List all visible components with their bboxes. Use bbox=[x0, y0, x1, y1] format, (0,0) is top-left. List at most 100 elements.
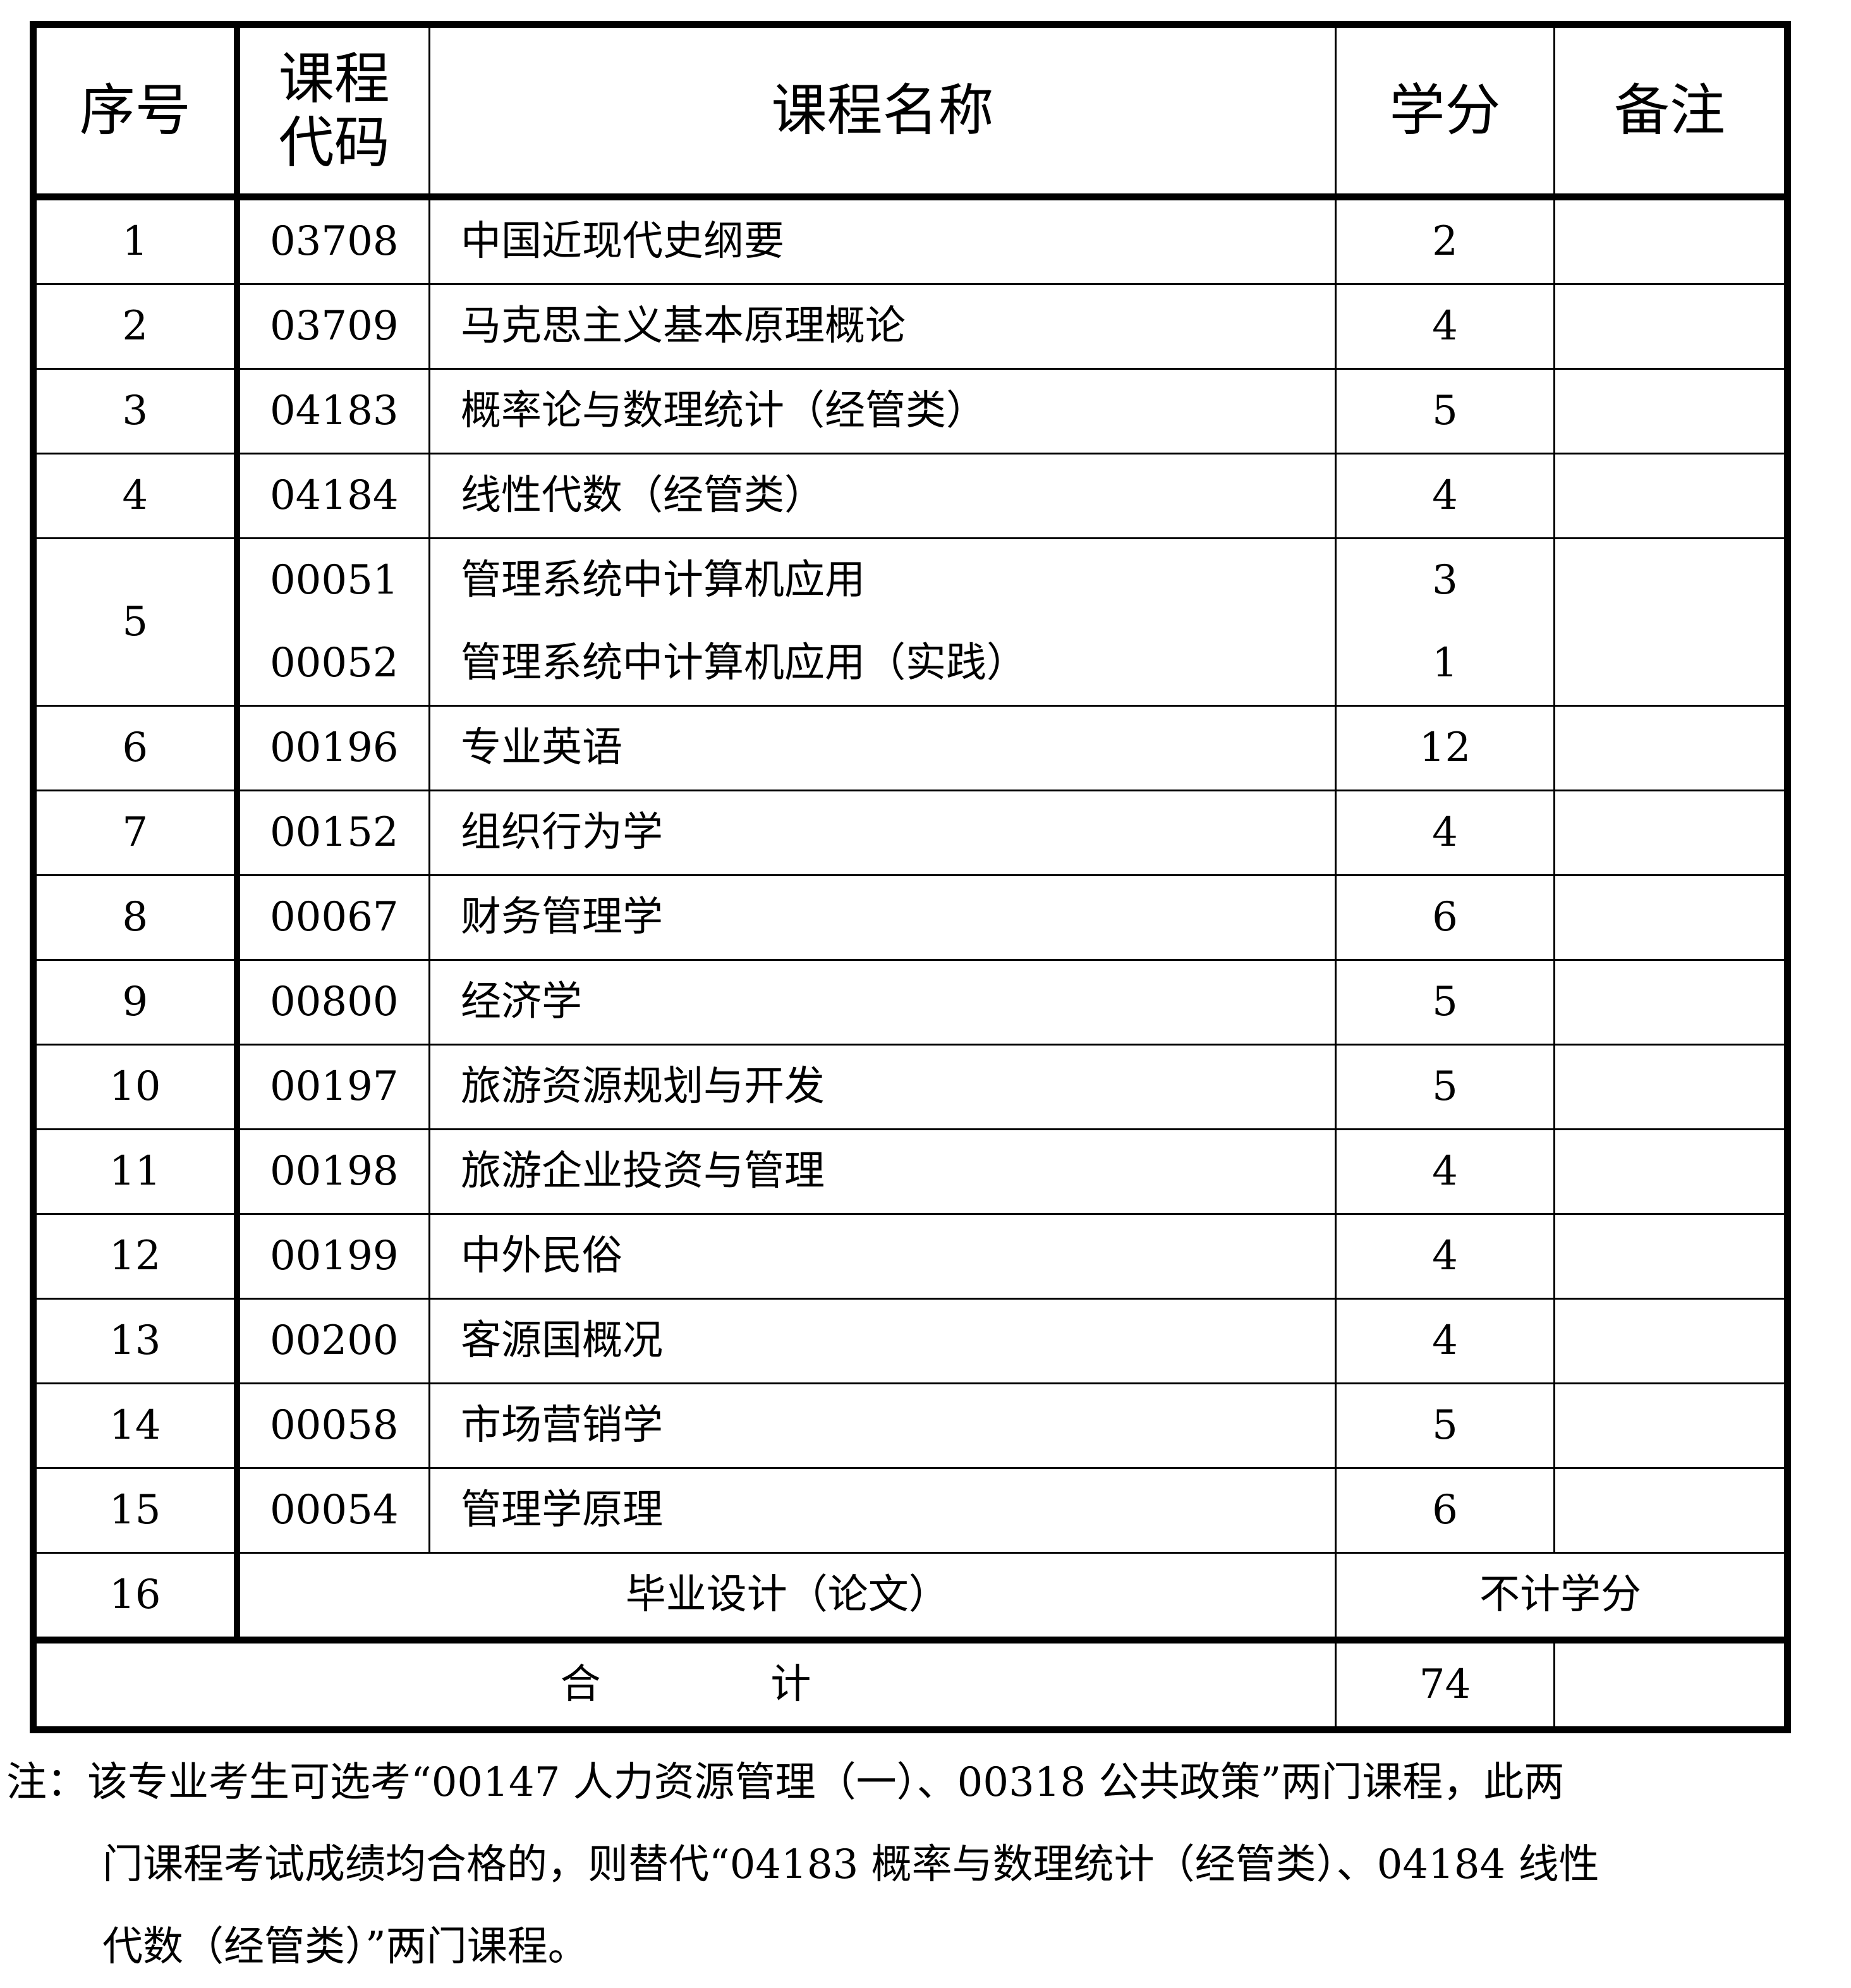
table-row: 5 00051 00052 管理系统中计算机应用 管理系统中计算机应用（实践） 3 1 bbox=[32, 537, 1788, 707]
table-row: 13 00200 客源国概况 4 bbox=[32, 1298, 1788, 1384]
row-seq: 10 bbox=[32, 1044, 240, 1130]
course-code: 00051 00052 bbox=[236, 537, 430, 707]
total-row: 合计 74 bbox=[32, 1637, 1788, 1731]
course-remark bbox=[1553, 1213, 1788, 1300]
course-credit: 5 bbox=[1335, 959, 1555, 1046]
course-remark bbox=[1553, 283, 1788, 370]
course-code: 04184 bbox=[236, 453, 430, 539]
header-credit: 学分 bbox=[1335, 23, 1555, 200]
course-name: 线性代数（经管类） bbox=[428, 453, 1337, 539]
course-credit: 4 bbox=[1335, 790, 1555, 876]
course-credit: 5 bbox=[1335, 368, 1555, 454]
course-remark bbox=[1553, 1298, 1788, 1384]
table-row: 3 04183 概率论与数理统计（经管类） 5 bbox=[32, 368, 1788, 454]
table-row: 14 00058 市场营销学 5 bbox=[32, 1382, 1788, 1469]
course-name: 客源国概况 bbox=[428, 1298, 1337, 1384]
course-name: 专业英语 bbox=[428, 705, 1337, 791]
thesis-name: 毕业设计（论文） bbox=[236, 1552, 1337, 1641]
course-name: 经济学 bbox=[428, 959, 1337, 1046]
footnote-line-1: 注：该专业考生可选考“00147 人力资源管理（一）、00318 公共政策”两门… bbox=[6, 1759, 1565, 1806]
course-credit: 12 bbox=[1335, 705, 1555, 791]
course-remark bbox=[1553, 1128, 1788, 1215]
course-code: 00058 bbox=[236, 1382, 430, 1469]
footnote: 注：该专业考生可选考“00147 人力资源管理（一）、00318 公共政策”两门… bbox=[6, 1741, 1839, 1988]
table-row: 15 00054 管理学原理 6 bbox=[32, 1467, 1788, 1554]
course-name-entry: 管理系统中计算机应用 bbox=[461, 557, 865, 604]
course-remark bbox=[1553, 790, 1788, 876]
course-code: 00198 bbox=[236, 1128, 430, 1215]
header-name: 课程名称 bbox=[428, 23, 1337, 200]
course-code: 00199 bbox=[236, 1213, 430, 1300]
course-code: 03708 bbox=[236, 196, 430, 285]
course-code: 00054 bbox=[236, 1467, 430, 1554]
course-code: 00067 bbox=[236, 874, 430, 961]
row-seq: 3 bbox=[32, 368, 240, 454]
course-remark bbox=[1553, 705, 1788, 791]
header-code-line2: 代码 bbox=[278, 110, 390, 175]
row-seq: 11 bbox=[32, 1128, 240, 1215]
course-remark bbox=[1553, 959, 1788, 1046]
course-remark bbox=[1553, 537, 1788, 707]
course-name: 旅游资源规划与开发 bbox=[428, 1044, 1337, 1130]
course-credit: 6 bbox=[1335, 1467, 1555, 1554]
course-remark bbox=[1553, 1382, 1788, 1469]
course-remark bbox=[1553, 196, 1788, 285]
header-code: 课程 代码 bbox=[236, 23, 430, 200]
course-name: 管理学原理 bbox=[428, 1467, 1337, 1554]
table-row: 10 00197 旅游资源规划与开发 5 bbox=[32, 1044, 1788, 1130]
row-seq: 2 bbox=[32, 283, 240, 370]
table-row: 7 00152 组织行为学 4 bbox=[32, 790, 1788, 876]
course-credit: 5 bbox=[1335, 1044, 1555, 1130]
course-name: 财务管理学 bbox=[428, 874, 1337, 961]
course-credit: 4 bbox=[1335, 1128, 1555, 1215]
row-seq: 12 bbox=[32, 1213, 240, 1300]
course-credit: 5 bbox=[1335, 1382, 1555, 1469]
course-code: 00196 bbox=[236, 705, 430, 791]
table-header-row: 序号 课程 代码 课程名称 学分 备注 bbox=[32, 23, 1788, 200]
course-code: 00200 bbox=[236, 1298, 430, 1384]
row-seq: 15 bbox=[32, 1467, 240, 1554]
table-row: 8 00067 财务管理学 6 bbox=[32, 874, 1788, 961]
row-seq: 13 bbox=[32, 1298, 240, 1384]
course-name: 中国近现代史纲要 bbox=[428, 196, 1337, 285]
row-seq: 4 bbox=[32, 453, 240, 539]
course-name: 组织行为学 bbox=[428, 790, 1337, 876]
course-code: 04183 bbox=[236, 368, 430, 454]
row-seq: 9 bbox=[32, 959, 240, 1046]
course-name: 旅游企业投资与管理 bbox=[428, 1128, 1337, 1215]
row-seq: 1 bbox=[32, 196, 240, 285]
course-name: 中外民俗 bbox=[428, 1213, 1337, 1300]
thesis-row: 16 毕业设计（论文） 不计学分 bbox=[32, 1552, 1788, 1641]
total-label-text: 合计 bbox=[560, 1661, 981, 1709]
row-seq: 6 bbox=[32, 705, 240, 791]
table-row: 6 00196 专业英语 12 bbox=[32, 705, 1788, 791]
course-plan-table: 序号 课程 代码 课程名称 学分 备注 1 03708 中国近现代史纲要 2 2 0370… bbox=[30, 21, 1791, 1733]
thesis-seq: 16 bbox=[32, 1552, 240, 1641]
course-credit: 4 bbox=[1335, 1298, 1555, 1384]
course-remark bbox=[1553, 1044, 1788, 1130]
course-code: 00197 bbox=[236, 1044, 430, 1130]
course-code: 00800 bbox=[236, 959, 430, 1046]
total-label: 合计 bbox=[32, 1637, 1337, 1731]
header-seq: 序号 bbox=[32, 23, 240, 200]
table-row: 11 00198 旅游企业投资与管理 4 bbox=[32, 1128, 1788, 1215]
course-code: 00152 bbox=[236, 790, 430, 876]
table-row: 2 03709 马克思主义基本原理概论 4 bbox=[32, 283, 1788, 370]
course-name-entry: 管理系统中计算机应用（实践） bbox=[461, 640, 1027, 687]
footnote-line-2: 门课程考试成绩均合格的，则替代“04183 概率与数理统计（经管类）、04184… bbox=[102, 1841, 1599, 1888]
row-seq: 7 bbox=[32, 790, 240, 876]
course-name: 管理系统中计算机应用管理系统中计算机应用（实践） bbox=[428, 537, 1337, 707]
course-code-entry: 00052 bbox=[269, 640, 399, 687]
row-seq: 5 bbox=[32, 537, 240, 707]
course-credit-entry: 1 bbox=[1432, 640, 1458, 687]
header-remark: 备注 bbox=[1553, 23, 1788, 200]
thesis-credit: 不计学分 bbox=[1335, 1552, 1788, 1641]
course-credit: 4 bbox=[1335, 283, 1555, 370]
table-row: 9 00800 经济学 5 bbox=[32, 959, 1788, 1046]
course-remark bbox=[1553, 1467, 1788, 1554]
course-remark bbox=[1553, 453, 1788, 539]
footnote-line-3: 代数（经管类）”两门课程。 bbox=[102, 1924, 588, 1970]
course-code-entry: 00051 bbox=[269, 557, 399, 604]
course-name: 概率论与数理统计（经管类） bbox=[428, 368, 1337, 454]
